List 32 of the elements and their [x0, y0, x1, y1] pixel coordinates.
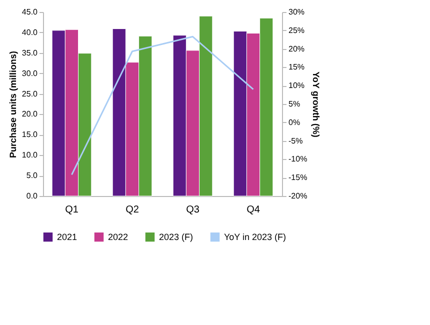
- x-tick-label: Q2: [126, 204, 140, 216]
- y-tick-label: 35.0: [22, 48, 38, 58]
- y2-tick-label: 30%: [288, 8, 305, 16]
- y2-tick-label: 5%: [288, 100, 300, 108]
- legend-label: 2021: [57, 232, 78, 242]
- y2-tick-label: 0%: [288, 118, 300, 127]
- y-tick-label: 30.0: [22, 68, 38, 78]
- line-series: [70, 36, 254, 176]
- y-tick-label: 0.0: [26, 192, 38, 200]
- y2-tick-label: -15%: [288, 173, 308, 182]
- x-tick-label: Q1: [65, 204, 79, 216]
- legend-label: 2022: [108, 232, 128, 242]
- y2-tick-label: 20%: [288, 44, 305, 54]
- y2-tick-label: -10%: [288, 154, 308, 164]
- y2-tick-label: 15%: [288, 62, 305, 72]
- y-tick-label: 40.0: [22, 28, 38, 37]
- y-axis-title: Purchase units (millions): [8, 50, 18, 158]
- y-tick-label: 5.0: [26, 171, 38, 180]
- x-tick-label: Q4: [246, 204, 260, 216]
- y2-axis-title: YoY growth (%): [311, 72, 322, 138]
- y2-tick-label: -5%: [288, 136, 303, 146]
- y2-tick-label: 25%: [288, 26, 305, 35]
- y2-tick-label: -20%: [288, 192, 308, 200]
- y2-tick-label: 10%: [288, 81, 305, 90]
- legend-label: 2023 (F): [159, 232, 194, 242]
- x-tick-label: Q3: [186, 204, 200, 216]
- y-tick-label: 15.0: [22, 130, 38, 140]
- y-tick-label: 10.0: [22, 150, 38, 160]
- y-tick-label: 20.0: [22, 110, 38, 119]
- y-tick-label: 45.0: [22, 8, 38, 16]
- legend-label: YoY in 2023 (F): [224, 232, 286, 242]
- y-tick-label: 25.0: [22, 89, 38, 98]
